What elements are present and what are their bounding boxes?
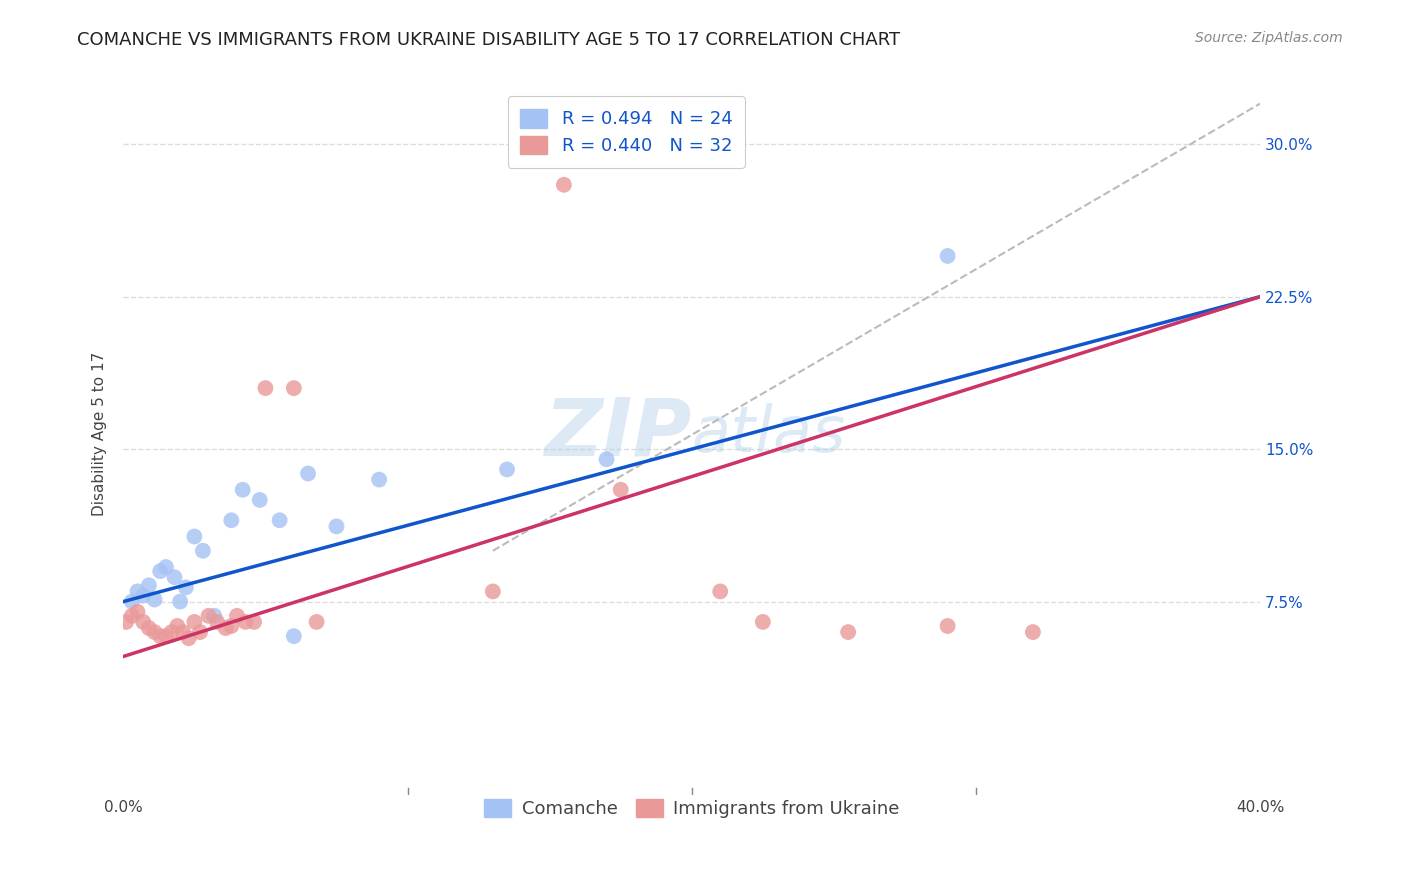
- Text: Source: ZipAtlas.com: Source: ZipAtlas.com: [1195, 31, 1343, 45]
- Point: [936, 619, 959, 633]
- Text: ZIP: ZIP: [544, 395, 692, 473]
- Point: [155, 560, 177, 574]
- Text: atlas: atlas: [692, 403, 846, 465]
- Point: [183, 529, 205, 543]
- Point: [163, 570, 186, 584]
- Point: [297, 467, 319, 481]
- Legend: Comanche, Immigrants from Ukraine: Comanche, Immigrants from Ukraine: [477, 791, 907, 825]
- Point: [936, 249, 959, 263]
- Point: [249, 492, 271, 507]
- Point: [553, 178, 575, 192]
- Point: [183, 615, 205, 629]
- Point: [482, 584, 505, 599]
- Point: [127, 605, 149, 619]
- Point: [221, 513, 243, 527]
- Point: [609, 483, 631, 497]
- Point: [269, 513, 291, 527]
- Point: [752, 615, 775, 629]
- Point: [283, 381, 305, 395]
- Point: [214, 621, 236, 635]
- Point: [368, 473, 391, 487]
- Point: [127, 584, 149, 599]
- Point: [166, 619, 188, 633]
- Point: [191, 543, 214, 558]
- Point: [143, 592, 166, 607]
- Point: [226, 608, 249, 623]
- Point: [143, 625, 166, 640]
- Point: [149, 564, 172, 578]
- Point: [138, 578, 160, 592]
- Point: [155, 629, 177, 643]
- Point: [595, 452, 617, 467]
- Point: [169, 594, 191, 608]
- Point: [305, 615, 328, 629]
- Point: [149, 629, 172, 643]
- Point: [232, 483, 254, 497]
- Point: [496, 462, 519, 476]
- Point: [205, 615, 228, 629]
- Point: [138, 621, 160, 635]
- Point: [243, 615, 266, 629]
- Point: [132, 615, 155, 629]
- Point: [132, 589, 155, 603]
- Point: [197, 608, 219, 623]
- Point: [837, 625, 859, 640]
- Point: [325, 519, 347, 533]
- Point: [188, 625, 211, 640]
- Point: [121, 594, 143, 608]
- Point: [121, 608, 143, 623]
- Point: [254, 381, 277, 395]
- Point: [177, 631, 200, 645]
- Text: COMANCHE VS IMMIGRANTS FROM UKRAINE DISABILITY AGE 5 TO 17 CORRELATION CHART: COMANCHE VS IMMIGRANTS FROM UKRAINE DISA…: [77, 31, 900, 49]
- Y-axis label: Disability Age 5 to 17: Disability Age 5 to 17: [93, 351, 107, 516]
- Point: [174, 580, 197, 594]
- Point: [283, 629, 305, 643]
- Point: [1022, 625, 1045, 640]
- Point: [202, 608, 225, 623]
- Point: [160, 625, 183, 640]
- Point: [221, 619, 243, 633]
- Point: [115, 615, 138, 629]
- Point: [235, 615, 257, 629]
- Point: [172, 625, 194, 640]
- Point: [709, 584, 731, 599]
